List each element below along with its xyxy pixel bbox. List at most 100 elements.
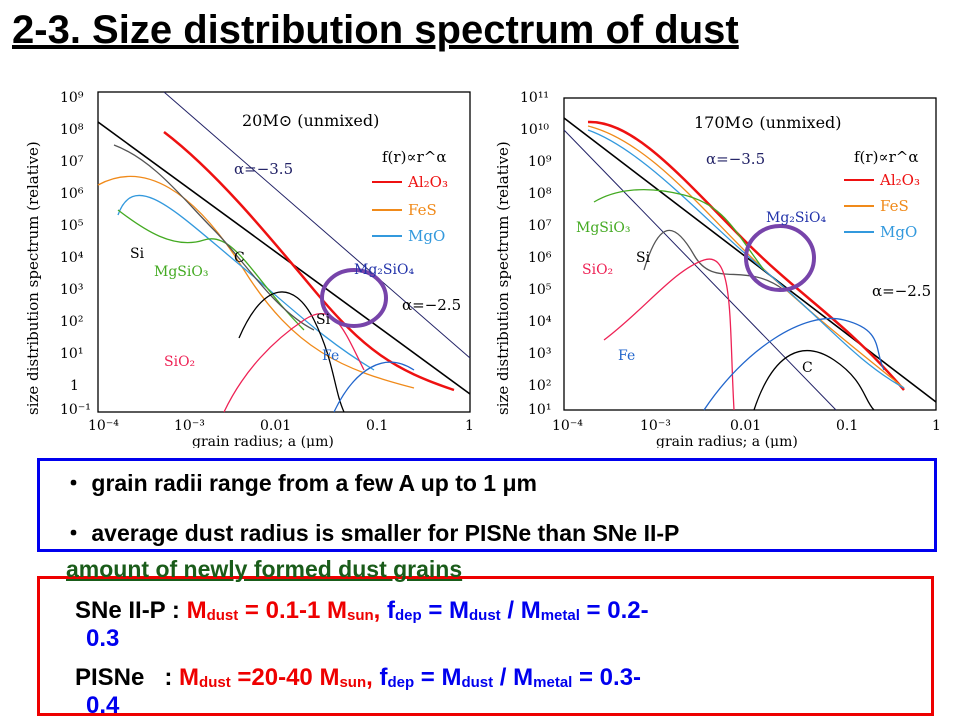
left-si2-label: Si <box>316 312 331 328</box>
left-ytick: 10⁸ <box>60 122 84 138</box>
left-ytick: 10⁴ <box>60 250 84 266</box>
sne-mass-range: = 0.1-1 M <box>238 597 347 624</box>
right-mgsio3-label: MgSiO₃ <box>576 220 630 236</box>
pisne-slash: / M <box>493 664 534 691</box>
sne-metal-sub: metal <box>540 607 580 624</box>
right-ytick: 10⁴ <box>528 314 552 330</box>
right-sio2-label: SiO₂ <box>582 262 613 278</box>
right-xtick: 10⁻⁴ <box>552 418 583 434</box>
pisne-mass-range: =20-40 M <box>230 664 340 691</box>
left-ytick: 1 <box>70 378 79 394</box>
sne-label: SNe II-P : <box>75 597 180 624</box>
pisne-fdep-value: = 0.3- <box>572 664 642 691</box>
right-fes-curve <box>587 125 905 389</box>
right-fe-label: Fe <box>618 348 635 364</box>
pisne-mdust: Mdust =20-40 Msun, <box>179 664 373 691</box>
right-alpha25-line <box>563 117 937 403</box>
sne-slash: / M <box>500 597 541 624</box>
right-xtick: 0.01 <box>730 418 761 434</box>
right-alpha35-line <box>563 129 837 411</box>
pisne-dust-sub: dust <box>199 674 231 691</box>
sne-value-cont: 0.3 <box>86 625 120 652</box>
left-legend-mgo: MgO <box>408 227 445 245</box>
right-ytick: 10⁷ <box>528 218 552 234</box>
bullet-average-radius: ・ average dust radius is smaller for PIS… <box>62 520 680 546</box>
right-ylabel: size distribution spectrum (relative) <box>494 141 512 415</box>
sne-dust-sub: dust <box>206 607 239 624</box>
left-xtick: 10⁻⁴ <box>88 418 119 434</box>
right-alpha35-label: α=−3.5 <box>706 150 765 168</box>
left-xtick: 0.1 <box>366 418 388 434</box>
right-frame <box>563 97 937 411</box>
right-ytick: 10³ <box>528 346 551 362</box>
left-xlabel: grain radius; a (μm) <box>192 434 334 448</box>
left-mgsio3-curve <box>117 209 305 331</box>
left-ytick: 10⁶ <box>60 186 84 202</box>
right-legend-mgo: MgO <box>880 223 917 241</box>
right-xtick: 1 <box>932 418 941 434</box>
left-mg2sio4-label: Mg₂SiO₄ <box>354 262 414 278</box>
left-frame <box>97 91 471 413</box>
left-sio2-label: SiO₂ <box>164 354 195 370</box>
sne-eq-m: = M <box>421 597 470 624</box>
left-ytick: 10³ <box>60 282 83 298</box>
sne-sun-sub: sun <box>346 607 374 624</box>
left-ytick: 10⁵ <box>60 218 84 234</box>
right-sio2-curve <box>603 258 735 411</box>
left-model-label: 20M⊙ (unmixed) <box>242 111 379 130</box>
right-xtick: 0.1 <box>836 418 858 434</box>
right-xlabel: grain radius; a (μm) <box>656 434 798 448</box>
left-legend-al2o3: Al₂O₃ <box>407 173 448 191</box>
bullet-grain-range: ・ grain radii range from a few A up to 1… <box>62 470 537 496</box>
right-xtick: 10⁻³ <box>640 418 671 434</box>
right-model-label: 170M⊙ (unmixed) <box>694 113 842 132</box>
left-ytick: 10¹ <box>60 346 83 362</box>
left-alpha35-label: α=−3.5 <box>234 160 293 178</box>
right-alpha25-label: α=−2.5 <box>872 282 931 300</box>
left-c-label: C <box>234 250 245 266</box>
pisne-f-symbol: f <box>379 664 388 691</box>
pisne-metal-sub: metal <box>533 674 573 691</box>
left-c-curve <box>238 291 345 413</box>
left-ytick: 10² <box>60 314 83 330</box>
pisne-m-symbol: M <box>179 664 200 691</box>
right-ytick: 10² <box>528 378 551 394</box>
pisne-sun-sub: sun <box>339 674 367 691</box>
right-ytick: 10⁵ <box>528 282 552 298</box>
right-yticks: 10¹¹ 10¹⁰ 10⁹ 10⁸ 10⁷ 10⁶ 10⁵ 10⁴ 10³ 10… <box>520 90 552 418</box>
sne-dust2-sub: dust <box>469 607 501 624</box>
pisne-eq-m: = M <box>414 664 462 691</box>
sne-fdep: fdep = Mdust / Mmetal = 0.2- <box>387 597 649 624</box>
left-fr-label: f(r)∝r^α <box>382 148 446 166</box>
left-ytick: 10⁷ <box>60 154 84 170</box>
left-alpha25-line <box>97 121 471 395</box>
left-fes-curve <box>97 175 415 389</box>
right-al2o3-curve <box>587 120 905 391</box>
right-xticks: 10⁻⁴ 10⁻³ 0.01 0.1 1 <box>552 418 941 434</box>
sne-equation: SNe II-P : Mdust = 0.1-1 Msun, fdep = Md… <box>75 597 649 625</box>
pisne-equation: PISNe : Mdust =20-40 Msun, fdep = Mdust … <box>75 664 641 692</box>
amount-box <box>37 576 934 716</box>
left-highlight-circle <box>320 268 388 328</box>
right-fr-label: f(r)∝r^α <box>854 148 918 166</box>
left-ytick: 10⁻¹ <box>60 402 91 418</box>
left-xticks: 10⁻⁴ 10⁻³ 0.01 0.1 1 <box>88 418 474 434</box>
left-fe-curve <box>333 361 415 413</box>
sne-f-symbol: f <box>387 597 395 624</box>
left-alpha25-label: α=−2.5 <box>402 296 461 314</box>
right-si-label: Si <box>636 250 651 266</box>
sne-comma: , <box>373 597 381 624</box>
left-xtick: 10⁻³ <box>174 418 205 434</box>
left-sio2-curve <box>223 313 365 413</box>
left-xtick: 0.01 <box>260 418 291 434</box>
left-ytick: 10⁹ <box>60 90 84 106</box>
right-mgsio3-curve <box>593 189 765 271</box>
right-legend-al2o3: Al₂O₃ <box>879 171 920 189</box>
left-chart: size distribution spectrum (relative) 10… <box>24 90 474 448</box>
left-legend-fes: FeS <box>408 201 437 219</box>
right-fe-curve <box>703 317 885 411</box>
sne-fdep-value: = 0.2- <box>579 597 649 624</box>
left-yticks: 10⁹ 10⁸ 10⁷ 10⁶ 10⁵ 10⁴ 10³ 10² 10¹ 1 10… <box>60 90 91 418</box>
right-ytick: 10¹¹ <box>520 90 549 106</box>
left-si-curve <box>113 144 315 331</box>
